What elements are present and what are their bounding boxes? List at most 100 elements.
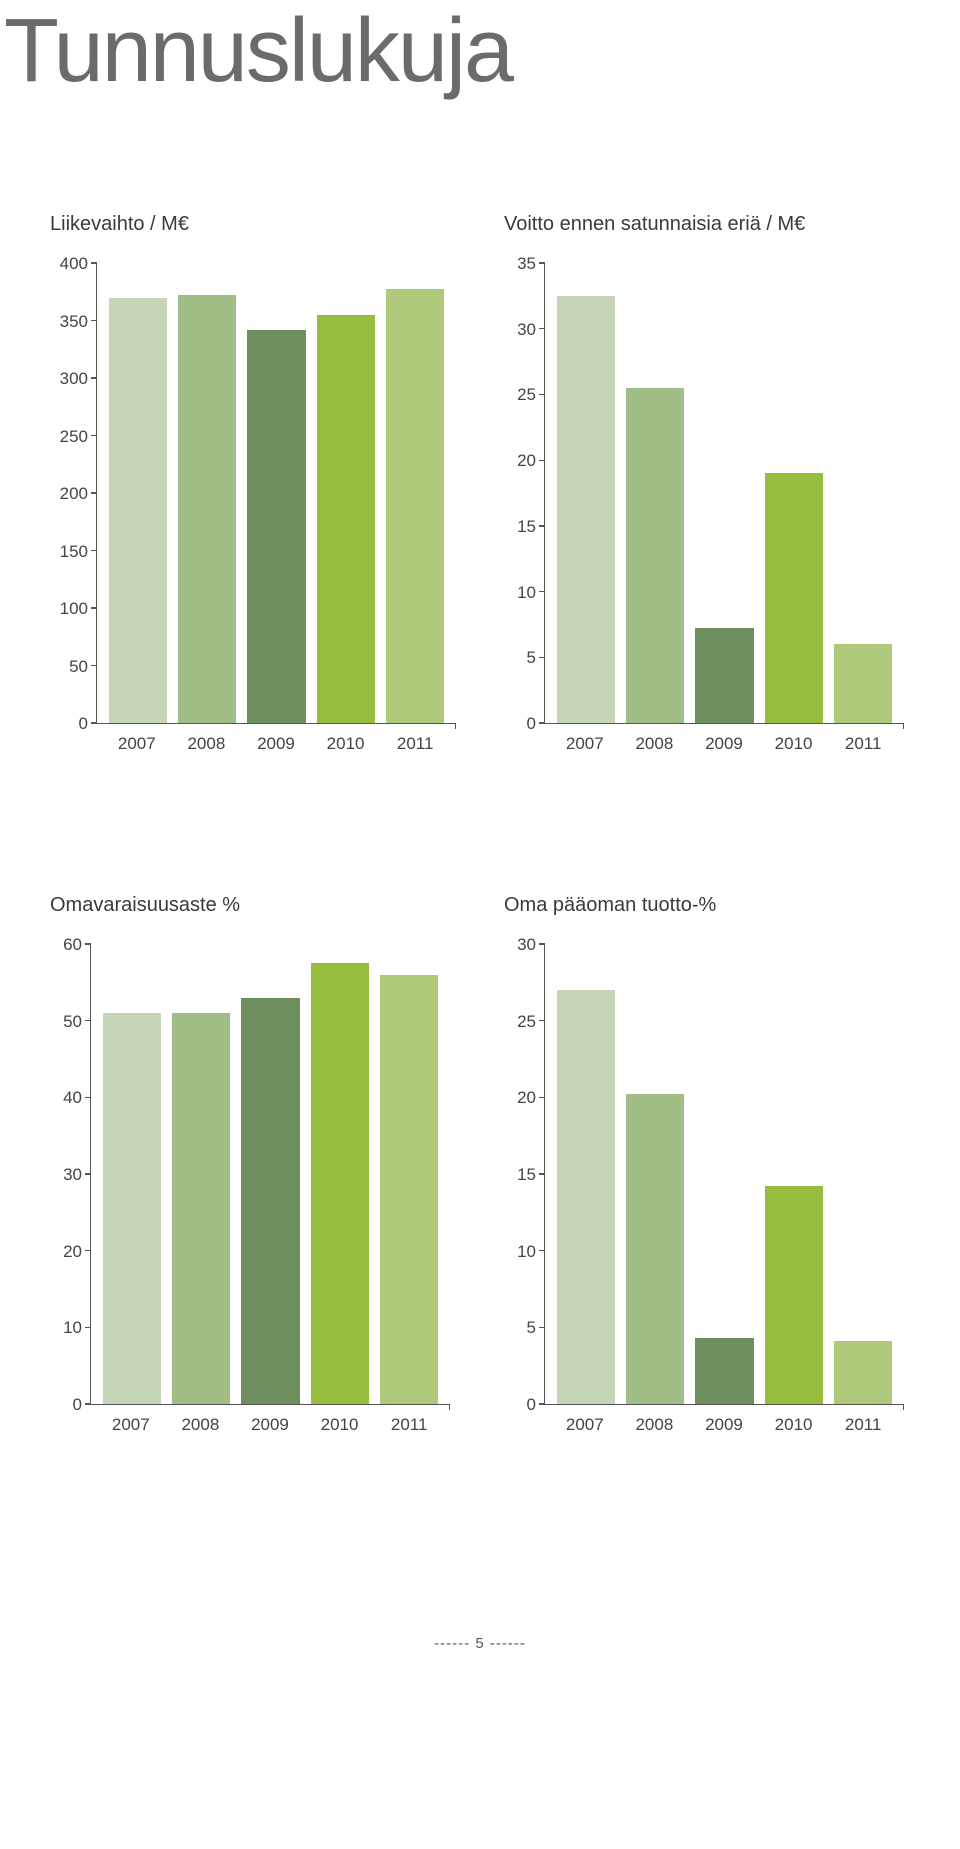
chart-wrap: 05101520253020072008200920102011 <box>500 945 914 1435</box>
bar <box>834 1341 892 1404</box>
x-tick-label: 2011 <box>380 734 450 754</box>
page-title: Tunnuslukuja <box>0 0 960 103</box>
chart-0: Liikevaihto / M€ 0 50 100 150 200 250 300 350 400… <box>46 213 460 754</box>
chart-3: Oma pääoman tuotto-%05101520253020072008… <box>500 894 914 1435</box>
y-tick-label: 50 <box>63 1012 82 1032</box>
x-tick-label: 2008 <box>172 734 242 754</box>
bars-container <box>91 945 450 1404</box>
bar-slot <box>242 330 311 723</box>
chart-title: Oma pääoman tuotto-% <box>504 894 914 917</box>
y-tick-label: 30 <box>517 320 536 340</box>
bar <box>317 315 375 723</box>
y-tick-label: 10 <box>517 1242 536 1262</box>
bar <box>380 975 438 1404</box>
bar <box>109 298 167 724</box>
bar-slot <box>103 298 172 724</box>
y-tick-label: 25 <box>517 1012 536 1032</box>
x-tick-label: 2010 <box>759 1415 829 1435</box>
bars-container <box>545 945 904 1404</box>
y-axis: 051015202530 <box>500 945 544 1405</box>
x-tick-label: 2007 <box>550 734 620 754</box>
y-tick-label: 30 <box>517 935 536 955</box>
x-axis-labels: 20072008200920102011 <box>544 1415 904 1435</box>
x-tick-label: 2010 <box>759 734 829 754</box>
bar-slot <box>172 295 241 723</box>
y-tick-label: 50 <box>69 657 88 677</box>
x-tick-label: 2008 <box>620 1415 690 1435</box>
chart-wrap: 0501001502002503003504002007200820092010… <box>46 264 460 754</box>
y-tick-label: 20 <box>63 1242 82 1262</box>
bar <box>765 473 823 723</box>
x-tick-mark <box>455 723 456 729</box>
bar-slot <box>551 990 620 1404</box>
bar-slot <box>759 473 828 723</box>
chart-2: Omavaraisuusaste %0102030405060200720082… <box>46 894 460 1435</box>
chart-title: Liikevaihto / M€ <box>50 213 460 236</box>
bar-slot <box>97 1013 166 1404</box>
chart-title: Voitto ennen satunnaisia eriä / M€ <box>504 213 914 236</box>
bar <box>626 1094 684 1404</box>
y-tick-label: 350 <box>60 312 88 332</box>
y-tick-label: 30 <box>63 1165 82 1185</box>
bar-slot <box>236 998 305 1404</box>
y-tick-label: 0 <box>73 1395 82 1415</box>
x-tick-label: 2007 <box>102 734 172 754</box>
page-footer: ------ 5 ------ <box>0 1635 960 1652</box>
x-tick-label: 2009 <box>241 734 311 754</box>
x-tick-label: 2011 <box>374 1415 444 1435</box>
bar <box>103 1013 161 1404</box>
bar-slot <box>620 388 689 723</box>
y-tick-label: 10 <box>63 1318 82 1338</box>
bars-container <box>97 264 456 723</box>
bar <box>765 1186 823 1404</box>
bar-slot <box>166 1013 235 1404</box>
bar-slot <box>381 289 450 723</box>
chart-1: Voitto ennen satunnaisia eriä / M€051015… <box>500 213 914 754</box>
bar-slot <box>829 644 898 723</box>
x-tick-label: 2007 <box>550 1415 620 1435</box>
y-tick-label: 200 <box>60 484 88 504</box>
bar-slot <box>305 963 374 1404</box>
x-axis-labels: 20072008200920102011 <box>90 1415 450 1435</box>
bar <box>834 644 892 723</box>
x-tick-mark <box>903 1404 904 1410</box>
x-axis-labels: 20072008200920102011 <box>544 734 904 754</box>
y-tick-label: 25 <box>517 385 536 405</box>
bar <box>241 998 299 1404</box>
charts-grid: Liikevaihto / M€050100150200250300350400… <box>0 213 960 1435</box>
bar <box>626 388 684 723</box>
x-axis-labels: 20072008200920102011 <box>96 734 456 754</box>
y-tick-label: 150 <box>60 542 88 562</box>
y-tick-label: 15 <box>517 1165 536 1185</box>
y-tick-label: 5 <box>527 648 536 668</box>
bar <box>247 330 305 723</box>
footer-dash-right: ------ <box>490 1635 526 1652</box>
y-tick-label: 0 <box>527 714 536 734</box>
y-tick-label: 100 <box>60 599 88 619</box>
y-tick-label: 20 <box>517 1088 536 1108</box>
plot-area <box>90 945 450 1405</box>
bar <box>557 990 615 1404</box>
x-tick-label: 2008 <box>166 1415 236 1435</box>
chart-title: Omavaraisuusaste % <box>50 894 460 917</box>
bar-slot <box>311 315 380 723</box>
plot-area <box>544 945 904 1405</box>
y-tick-label: 40 <box>63 1088 82 1108</box>
bar-slot <box>375 975 444 1404</box>
plot-area <box>96 264 456 724</box>
bar-slot <box>551 296 620 723</box>
y-tick-label: 0 <box>79 714 88 734</box>
y-tick-label: 300 <box>60 369 88 389</box>
y-tick-label: 400 <box>60 254 88 274</box>
y-tick-label: 250 <box>60 427 88 447</box>
y-axis: 0102030405060 <box>46 945 90 1405</box>
x-tick-label: 2008 <box>620 734 690 754</box>
bar <box>311 963 369 1404</box>
bar-slot <box>620 1094 689 1404</box>
x-tick-mark <box>449 1404 450 1410</box>
bar <box>695 628 753 723</box>
x-tick-label: 2009 <box>235 1415 305 1435</box>
bar <box>695 1338 753 1404</box>
x-tick-label: 2010 <box>311 734 381 754</box>
x-tick-label: 2010 <box>305 1415 375 1435</box>
